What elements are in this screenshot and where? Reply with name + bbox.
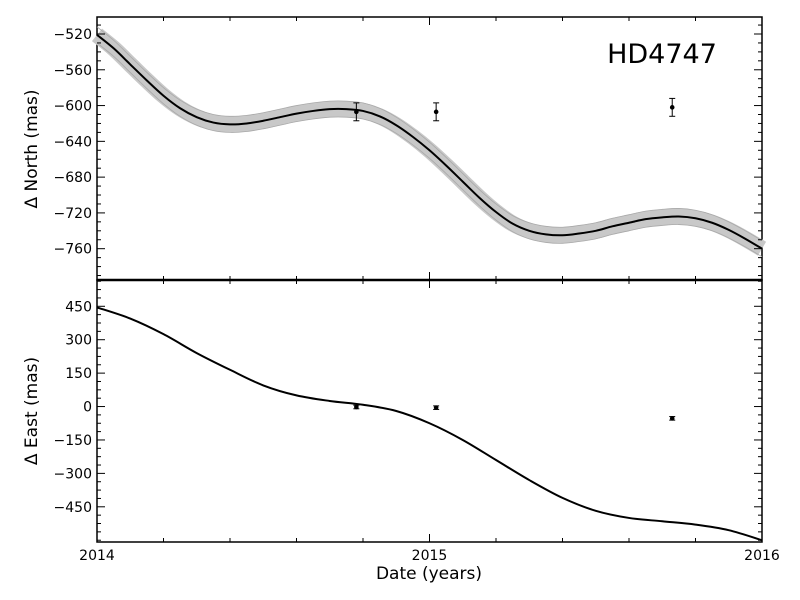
north-data-point xyxy=(669,105,675,110)
east-panel-border xyxy=(96,279,763,543)
east-observations xyxy=(353,404,676,421)
north-y-tick-label: −560 xyxy=(54,63,92,79)
east-y-tick-label: 0 xyxy=(83,400,92,416)
x-tick-label: 2014 xyxy=(79,548,115,564)
x-tick-label: 2016 xyxy=(744,548,780,564)
east-y-tick-label: −300 xyxy=(54,466,92,482)
north-y-tick-label: −760 xyxy=(54,242,92,258)
north-y-tick-label: −520 xyxy=(54,27,92,43)
east-y-tick-label: 150 xyxy=(65,366,92,382)
shared-x-ticks: 2014 2015 2016 xyxy=(79,548,780,564)
north-observations xyxy=(353,97,676,122)
east-y-tick-label: −450 xyxy=(54,500,92,516)
east-y-tick-label: −150 xyxy=(54,433,92,449)
north-band-lower-edge xyxy=(96,42,763,258)
east-model-line xyxy=(96,306,763,542)
north-axis-label: Δ North (mas) xyxy=(22,89,42,208)
north-y-tick-label: −600 xyxy=(54,99,92,115)
x-axis-label: Date (years) xyxy=(376,564,482,584)
north-data-point xyxy=(433,109,439,115)
north-model-line xyxy=(96,34,763,250)
north-y-tick-label: −680 xyxy=(54,170,92,186)
east-axis-label: Δ East (mas) xyxy=(22,357,42,465)
north-y-tick-label: −640 xyxy=(54,134,92,150)
x-tick-label: 2015 xyxy=(412,548,448,564)
north-band-upper-edge xyxy=(96,26,763,241)
north-axis-ticks: −520 −560 −600 −640 −680 −720 −760 xyxy=(54,17,762,280)
east-y-tick-label: 300 xyxy=(65,333,92,349)
east-model-line-layer xyxy=(96,306,763,542)
east-axis-ticks: 450 300 150 0 −150 −300 −450 xyxy=(54,280,762,542)
east-data-point xyxy=(433,405,439,410)
east-data-point xyxy=(354,404,359,410)
north-model-line-layer xyxy=(96,34,763,250)
east-data-point xyxy=(669,416,675,421)
north-y-tick-label: −720 xyxy=(54,206,92,222)
east-y-tick-label: 450 xyxy=(65,299,92,315)
north-data-point xyxy=(354,109,359,115)
chart-title: HD4747 xyxy=(607,39,717,70)
